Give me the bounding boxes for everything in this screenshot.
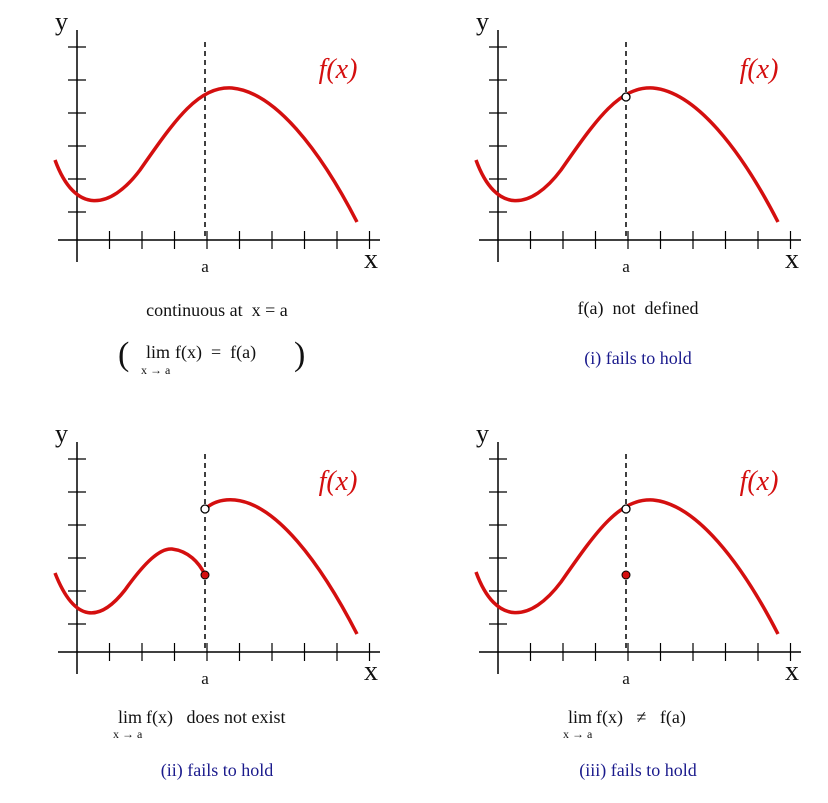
condition: (ii) fails to hold bbox=[161, 760, 273, 781]
lim: lim bbox=[146, 342, 170, 362]
statement: f(x) ≠ f(a) bbox=[596, 707, 686, 728]
curve-label: f(x) bbox=[740, 54, 779, 85]
statement: f(a) not defined bbox=[578, 298, 699, 319]
a-tick-label: a bbox=[622, 257, 630, 276]
y-axis-label: y bbox=[476, 7, 489, 36]
panel: y x a f(x) f(a) not defined (i) fails to hold bbox=[474, 7, 801, 369]
curve bbox=[53, 86, 359, 223]
lim: lim bbox=[118, 707, 142, 727]
curve-label: f(x) bbox=[319, 54, 358, 85]
curve bbox=[474, 86, 780, 223]
open-point bbox=[200, 504, 210, 514]
statement: f(x) does not exist bbox=[146, 707, 285, 728]
y-axis-label: y bbox=[55, 7, 68, 36]
curve bbox=[474, 498, 780, 635]
condition: (iii) fails to hold bbox=[579, 760, 696, 781]
lim-subscript: x → a bbox=[563, 727, 593, 741]
y-axis-label: y bbox=[476, 419, 489, 448]
lim-subscript: x → a bbox=[113, 727, 143, 741]
a-tick-label: a bbox=[201, 669, 209, 688]
filled-point bbox=[621, 570, 631, 580]
open-point bbox=[621, 92, 631, 102]
x-axis-label: x bbox=[364, 244, 378, 275]
paren: ) bbox=[294, 336, 305, 373]
curve bbox=[203, 498, 359, 635]
lim: lim bbox=[568, 707, 592, 727]
curve-label: f(x) bbox=[319, 466, 358, 497]
a-tick-label: a bbox=[201, 257, 209, 276]
x-axis-label: x bbox=[364, 656, 378, 687]
open-point bbox=[621, 504, 631, 514]
condition: (i) fails to hold bbox=[584, 348, 691, 369]
curve bbox=[53, 547, 207, 615]
filled-point bbox=[200, 570, 210, 580]
lim-subscript: x → a bbox=[141, 363, 171, 377]
statement: continuous at x = a bbox=[146, 300, 288, 320]
curve-label: f(x) bbox=[740, 466, 779, 497]
x-axis-label: x bbox=[785, 656, 799, 687]
y-axis-label: y bbox=[55, 419, 68, 448]
x-axis-label: x bbox=[785, 244, 799, 275]
statement: f(x) = f(a) bbox=[175, 342, 256, 363]
a-tick-label: a bbox=[622, 669, 630, 688]
paren: ( bbox=[118, 336, 129, 373]
